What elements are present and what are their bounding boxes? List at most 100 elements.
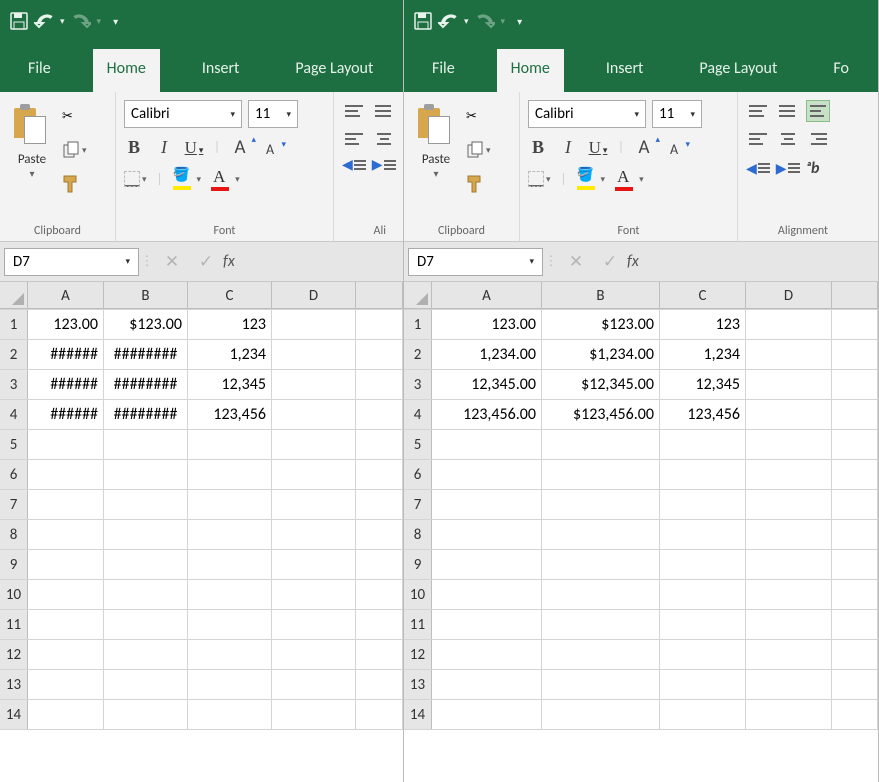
cell[interactable] — [746, 370, 832, 399]
cell[interactable]: 123 — [188, 310, 272, 339]
row-header[interactable]: 1 — [0, 310, 28, 339]
cell[interactable] — [832, 550, 878, 579]
undo-dropdown-icon[interactable]: ▾ — [464, 16, 469, 27]
align-bottom-button[interactable] — [806, 100, 830, 122]
cell[interactable] — [542, 430, 660, 459]
cell[interactable] — [356, 430, 403, 459]
cell[interactable] — [356, 580, 403, 609]
row-header[interactable]: 4 — [404, 400, 432, 429]
cell[interactable] — [272, 550, 356, 579]
cell[interactable] — [832, 430, 878, 459]
cell[interactable] — [272, 460, 356, 489]
paste-dropdown-icon[interactable]: ▾ — [29, 167, 34, 180]
tab-home[interactable]: Home — [497, 49, 564, 92]
cell[interactable] — [746, 430, 832, 459]
col-header-A[interactable]: A — [432, 282, 542, 309]
cell[interactable] — [746, 610, 832, 639]
cell[interactable] — [746, 580, 832, 609]
cell[interactable] — [356, 640, 403, 669]
cell[interactable] — [746, 310, 832, 339]
row-header[interactable]: 6 — [404, 460, 432, 489]
cell[interactable] — [432, 670, 542, 699]
cell[interactable] — [746, 670, 832, 699]
row-header[interactable]: 10 — [404, 580, 432, 609]
font-size-selector[interactable]: 11 ▾ — [248, 100, 298, 128]
orientation-button[interactable] — [806, 156, 820, 180]
cell[interactable] — [432, 580, 542, 609]
cell[interactable] — [832, 370, 878, 399]
row-header[interactable]: 3 — [404, 370, 432, 399]
cell[interactable] — [356, 400, 403, 429]
cell[interactable] — [188, 580, 272, 609]
col-header-B[interactable]: B — [542, 282, 660, 309]
cell[interactable]: 123,456.00 — [432, 400, 542, 429]
fx-icon[interactable]: fx — [223, 252, 251, 271]
cell[interactable]: 1,234 — [188, 340, 272, 369]
cell[interactable] — [746, 520, 832, 549]
cancel-button[interactable]: ✕ — [155, 251, 189, 272]
cell[interactable] — [272, 640, 356, 669]
cell[interactable]: ###### — [28, 370, 104, 399]
tab-page-layout[interactable]: Page Layout — [281, 49, 387, 92]
cell[interactable] — [104, 640, 188, 669]
cell[interactable] — [188, 610, 272, 639]
cell[interactable] — [104, 520, 188, 549]
cell[interactable]: 12,345.00 — [432, 370, 542, 399]
row-header[interactable]: 8 — [0, 520, 28, 549]
cell[interactable] — [542, 490, 660, 519]
cell[interactable] — [272, 520, 356, 549]
cell[interactable] — [356, 490, 403, 519]
cell[interactable] — [188, 670, 272, 699]
decrease-font-button[interactable]: A — [664, 141, 684, 158]
spreadsheet-grid[interactable]: A B C D 1123.00$123.001232##############… — [0, 282, 403, 730]
cell[interactable] — [272, 700, 356, 729]
tab-insert[interactable]: Insert — [592, 49, 658, 92]
redo-icon[interactable] — [475, 13, 495, 29]
cell[interactable] — [832, 700, 878, 729]
cell[interactable] — [356, 370, 403, 399]
col-header-overflow[interactable] — [832, 282, 878, 309]
row-header[interactable]: 12 — [0, 640, 28, 669]
cell[interactable] — [28, 580, 104, 609]
cell[interactable] — [660, 610, 746, 639]
font-color-button[interactable]: ▾ — [615, 167, 644, 191]
cell[interactable]: 1,234.00 — [432, 340, 542, 369]
tab-file[interactable]: File — [418, 49, 469, 92]
cell[interactable] — [104, 700, 188, 729]
borders-button[interactable]: ▾ — [528, 167, 551, 191]
tab-home[interactable]: Home — [93, 49, 160, 92]
row-header[interactable]: 10 — [0, 580, 28, 609]
cell[interactable] — [542, 460, 660, 489]
bold-button[interactable]: B — [124, 137, 144, 158]
row-header[interactable]: 6 — [0, 460, 28, 489]
font-size-selector[interactable]: 11 ▾ — [652, 100, 702, 128]
qat-customize-icon[interactable]: ▾ — [113, 15, 118, 28]
row-header[interactable]: 14 — [404, 700, 432, 729]
cell[interactable] — [660, 700, 746, 729]
italic-button[interactable]: I — [558, 137, 578, 158]
cell[interactable] — [660, 670, 746, 699]
copy-button[interactable]: ▾ — [466, 138, 491, 162]
col-header-C[interactable]: C — [188, 282, 272, 309]
cell[interactable] — [272, 340, 356, 369]
cell[interactable] — [660, 460, 746, 489]
cell[interactable] — [188, 430, 272, 459]
cell[interactable] — [188, 520, 272, 549]
align-center-button[interactable] — [776, 128, 800, 150]
col-header-overflow[interactable] — [356, 282, 403, 309]
cell[interactable]: 123 — [660, 310, 746, 339]
cell[interactable] — [356, 700, 403, 729]
cell[interactable] — [660, 580, 746, 609]
cell[interactable]: ######## — [104, 400, 188, 429]
confirm-button[interactable]: ✓ — [593, 251, 627, 272]
cell[interactable] — [356, 340, 403, 369]
format-painter-button[interactable] — [466, 172, 491, 196]
cell[interactable] — [660, 520, 746, 549]
row-header[interactable]: 3 — [0, 370, 28, 399]
font-name-selector[interactable]: Calibri ▾ — [528, 100, 646, 128]
cell[interactable] — [104, 460, 188, 489]
cell[interactable] — [188, 700, 272, 729]
row-header[interactable]: 5 — [0, 430, 28, 459]
increase-font-button[interactable]: A — [634, 136, 654, 159]
row-header[interactable]: 13 — [0, 670, 28, 699]
